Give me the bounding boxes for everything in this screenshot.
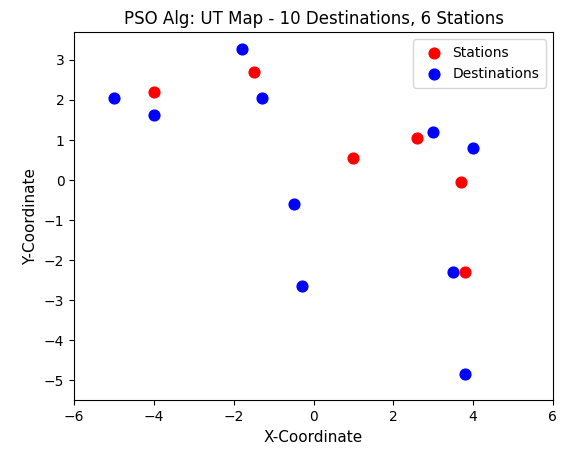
- Destinations: [461, 371, 470, 378]
- Destinations: [257, 94, 266, 101]
- Stations: [413, 134, 422, 142]
- Stations: [249, 68, 258, 76]
- Stations: [149, 88, 158, 96]
- Stations: [461, 268, 470, 276]
- Destinations: [297, 283, 306, 290]
- Legend: Stations, Destinations: Stations, Destinations: [413, 39, 546, 88]
- Destinations: [449, 268, 458, 276]
- Stations: [349, 154, 358, 162]
- Destinations: [109, 94, 119, 101]
- Y-axis label: Y-Coordinate: Y-Coordinate: [23, 167, 38, 265]
- Destinations: [429, 128, 438, 136]
- Destinations: [149, 111, 158, 118]
- Destinations: [469, 144, 478, 152]
- Stations: [457, 178, 466, 186]
- Destinations: [289, 201, 298, 208]
- X-axis label: X-Coordinate: X-Coordinate: [264, 430, 363, 445]
- Destinations: [237, 46, 246, 53]
- Title: PSO Alg: UT Map - 10 Destinations, 6 Stations: PSO Alg: UT Map - 10 Destinations, 6 Sta…: [124, 10, 503, 27]
